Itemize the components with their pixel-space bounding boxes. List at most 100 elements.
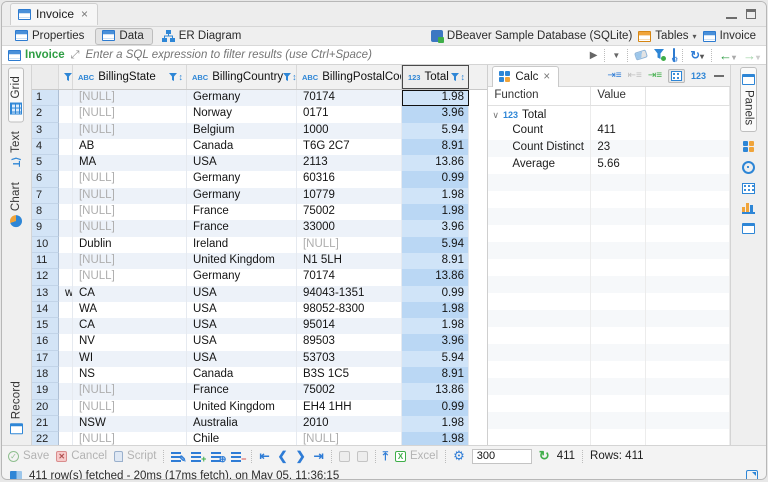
edit-row-icon[interactable]: ✎ — [171, 450, 186, 463]
duplicate-row-icon[interactable]: ⊕ — [211, 450, 226, 463]
calc-group-row[interactable]: ∨ 123 Total — [488, 106, 731, 123]
table-cell[interactable]: USA — [186, 155, 297, 172]
table-cell[interactable]: EH4 1HH — [297, 399, 402, 416]
table-cell[interactable] — [59, 399, 73, 416]
table-row[interactable]: 10 Dublin Ireland [NULL] 5.94 — [31, 236, 487, 253]
table-cell[interactable]: 5.94 — [401, 236, 469, 253]
table-cell[interactable]: [NULL] — [73, 171, 187, 188]
table-cell[interactable] — [58, 383, 73, 400]
table-cell[interactable]: CA — [72, 285, 187, 302]
table-cell[interactable]: 1.98 — [401, 415, 469, 433]
tab-invoice[interactable]: Invoice × — [10, 3, 99, 25]
table-cell[interactable]: WA — [73, 301, 187, 319]
table-cell[interactable]: France — [186, 220, 297, 237]
table-row[interactable]: 11 [NULL] United Kingdom N1 5LH 8.91 — [31, 252, 487, 270]
table-cell[interactable]: 98052-8300 — [297, 301, 402, 319]
table-row[interactable]: 4 AB Canada T6G 2C7 8.91 — [31, 138, 487, 156]
references-icon[interactable] — [742, 223, 756, 235]
table-cell[interactable]: 1.98 — [401, 187, 469, 205]
table-cell[interactable]: 1.98 — [401, 318, 469, 335]
table-cell[interactable]: MA — [72, 155, 187, 172]
table-cell[interactable]: [NULL] — [72, 383, 187, 400]
schema-selector[interactable]: Tables ▾ — [638, 30, 697, 42]
column-header-BillingPostalCode[interactable]: ABCBillingPostalCode↕ — [297, 65, 402, 89]
table-cell[interactable] — [58, 90, 73, 107]
table-cell[interactable]: Germany — [187, 269, 297, 286]
table-cell[interactable] — [58, 187, 73, 205]
chevron-down-icon[interactable]: ∨ — [492, 109, 499, 120]
table-row[interactable]: 17 WI USA 53703 5.94 — [31, 350, 487, 368]
column-header-clipped[interactable]: ↕ — [59, 65, 73, 89]
table-cell[interactable]: Norway — [187, 106, 297, 123]
row-number[interactable]: 3 — [31, 122, 59, 139]
table-cell[interactable]: 70174 — [297, 269, 402, 286]
table-cell[interactable] — [59, 236, 73, 253]
row-number[interactable]: 10 — [31, 236, 59, 253]
table-cell[interactable]: Germany — [186, 90, 297, 107]
calc-function-row[interactable]: Count Distinct 23 — [488, 140, 731, 157]
table-row[interactable]: 3 [NULL] Belgium 1000 5.94 — [31, 122, 487, 139]
calc-body[interactable]: ∨ 123 Total Count 411 Count Distinct 23 Average… — [488, 106, 731, 445]
table-cell[interactable] — [59, 432, 73, 445]
table-cell[interactable]: Dublin — [73, 236, 187, 253]
table-cell[interactable] — [59, 138, 73, 156]
row-number[interactable]: 19 — [31, 383, 59, 400]
table-cell[interactable]: 53703 — [296, 350, 402, 368]
row-number[interactable]: 20 — [31, 399, 59, 416]
table-row[interactable]: 13 w CA USA 94043-1351 0.99 — [31, 285, 487, 302]
table-cell[interactable]: USA — [187, 301, 297, 319]
table-row[interactable]: 22 [NULL] Chile [NULL] 1.98 — [31, 432, 487, 445]
panel-toggle-icon[interactable] — [746, 470, 758, 479]
table-cell[interactable]: 60316 — [297, 171, 402, 188]
table-row[interactable]: 19 [NULL] France 75002 13.86 — [31, 383, 487, 400]
table-cell[interactable]: [NULL] — [73, 432, 187, 445]
tab-chart[interactable]: Chart — [8, 174, 24, 235]
table-cell[interactable]: 0171 — [297, 106, 402, 123]
table-cell[interactable]: 3.96 — [401, 220, 469, 237]
table-row[interactable]: 5 MA USA 2113 13.86 — [31, 155, 487, 172]
table-cell[interactable] — [59, 301, 73, 319]
tab-panels[interactable]: Panels — [740, 67, 758, 133]
table-cell[interactable]: [NULL] — [297, 432, 402, 445]
panels-config-icon[interactable]: ↻▾ — [690, 50, 704, 62]
table-cell[interactable]: United Kingdom — [186, 252, 297, 270]
table-cell[interactable]: Canada — [187, 367, 297, 384]
row-number[interactable]: 21 — [31, 415, 59, 433]
table-cell[interactable]: 0.99 — [401, 285, 469, 302]
table-cell[interactable]: 75002 — [297, 204, 402, 221]
table-row[interactable]: 8 [NULL] France 75002 1.98 — [31, 204, 487, 221]
export-icon[interactable]: ⤒ — [382, 448, 388, 463]
table-cell[interactable]: [NULL] — [297, 236, 402, 253]
table-cell[interactable] — [59, 171, 73, 188]
row-number[interactable]: 22 — [31, 432, 59, 445]
refresh-icon[interactable]: ↻ — [538, 448, 550, 463]
table-row[interactable]: 2 [NULL] Norway 0171 3.96 — [31, 106, 487, 123]
table-cell[interactable]: NS — [73, 367, 187, 384]
table-cell[interactable]: N1 5LH — [296, 252, 402, 270]
table-row[interactable]: 9 [NULL] France 33000 3.96 — [31, 220, 487, 237]
row-number[interactable]: 1 — [31, 90, 59, 107]
delete-row-icon[interactable]: − — [231, 450, 246, 463]
table-cell[interactable]: 2113 — [296, 155, 402, 172]
calc-function-row[interactable]: Average 5.66 — [488, 157, 731, 174]
table-cell[interactable]: 89503 — [297, 334, 402, 351]
table-cell[interactable] — [59, 204, 73, 221]
last-row-icon[interactable]: ⇥ — [313, 449, 324, 463]
fetch-page-icon[interactable] — [338, 450, 350, 462]
grid-corner[interactable] — [31, 65, 59, 89]
table-cell[interactable] — [58, 122, 73, 139]
cancel-button[interactable]: ✕ Cancel — [56, 450, 107, 462]
table-cell[interactable]: [NULL] — [73, 269, 187, 286]
row-number[interactable]: 18 — [31, 367, 59, 384]
table-cell[interactable]: 10779 — [296, 187, 402, 205]
table-cell[interactable]: CA — [72, 318, 187, 335]
table-cell[interactable]: [NULL] — [72, 122, 187, 139]
table-row[interactable]: 15 CA USA 95014 1.98 — [31, 318, 487, 335]
table-cell[interactable]: 95014 — [296, 318, 402, 335]
filter-sort-icon[interactable]: ↕ — [451, 72, 465, 82]
metadata-icon[interactable] — [742, 183, 756, 195]
table-cell[interactable]: 70174 — [296, 90, 402, 107]
table-cell[interactable]: 8.91 — [401, 252, 469, 270]
table-cell[interactable]: Germany — [186, 187, 297, 205]
table-row[interactable]: 6 [NULL] Germany 60316 0.99 — [31, 171, 487, 188]
